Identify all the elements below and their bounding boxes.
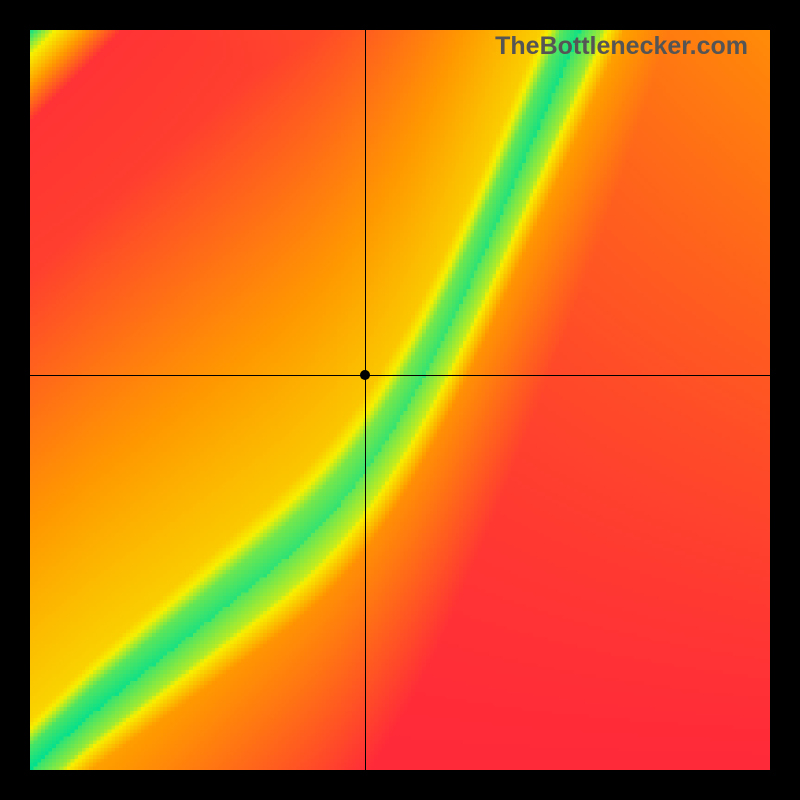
- watermark-text: TheBottlenecker.com: [495, 32, 748, 61]
- plot-area: [30, 30, 770, 770]
- outer-frame: TheBottlenecker.com: [0, 0, 800, 800]
- overlay-canvas: [30, 30, 770, 770]
